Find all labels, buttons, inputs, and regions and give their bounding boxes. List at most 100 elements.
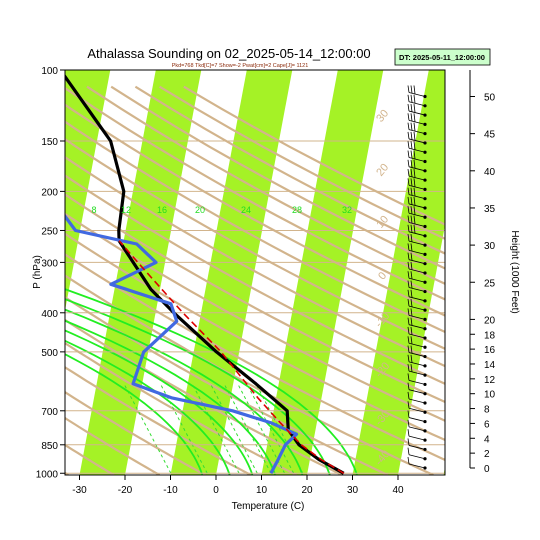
height-tick-label: 4 <box>484 434 490 445</box>
x-axis-ticks: -30 -20 -10 0 10 20 30 40 <box>72 475 404 496</box>
barb-feather <box>410 215 413 224</box>
barb-feather <box>410 187 413 196</box>
dry-adiabat-label: 20 <box>374 162 391 179</box>
barb-feather <box>407 224 410 232</box>
barb-feather <box>407 419 410 427</box>
chart-subtitle: Pkd=768 Tkd[C]=7 Show=-2 Pwat[cm]=2 Cape… <box>172 63 309 69</box>
barb-shaft <box>408 407 426 413</box>
barb-feather <box>410 206 413 214</box>
barb-feather <box>410 159 413 168</box>
parcel-path <box>118 240 345 474</box>
wind-barb <box>407 354 427 368</box>
wind-barb <box>407 141 427 154</box>
barb-feather <box>407 373 410 381</box>
barb-feather <box>407 308 410 316</box>
barb-feather <box>410 261 413 270</box>
dry-adiabats <box>65 85 445 475</box>
barb-feather <box>410 336 413 345</box>
barb-feather <box>407 178 410 186</box>
barb-feather <box>410 271 413 280</box>
barb-feather <box>407 410 410 418</box>
wind-barb <box>407 261 427 275</box>
barb-feather <box>407 456 410 465</box>
dry-adiabat-label: 10 <box>374 214 391 231</box>
wind-barb <box>407 243 427 256</box>
dry-adiabat <box>65 274 434 475</box>
barb-feather <box>410 354 413 363</box>
y-tick-label: 100 <box>41 66 58 77</box>
height-tick-label: 50 <box>484 93 496 104</box>
moist-adiabat <box>65 288 358 475</box>
dry-adiabat <box>65 174 445 385</box>
barb-feather <box>407 271 410 279</box>
barb-feather <box>410 280 413 289</box>
barb-feather <box>413 159 416 169</box>
barb-shaft <box>408 445 426 450</box>
mixing-ratio-line <box>223 383 272 474</box>
barb-feather <box>407 364 410 372</box>
barb-feather <box>410 94 413 103</box>
barb-feather <box>407 113 410 121</box>
datetime-box: DT: 2025-05-11_12:00:00 <box>394 48 491 66</box>
barb-feather <box>410 196 413 205</box>
height-tick-label: 16 <box>484 345 496 356</box>
wind-barb <box>407 196 427 210</box>
datetime-label: DT: 2025-05-11_12:00:00 <box>399 53 485 62</box>
height-tick-label: 12 <box>484 375 496 386</box>
barb-feather <box>407 401 410 409</box>
mixing-ratio-label: 16 <box>157 205 167 215</box>
height-tick-label: 45 <box>484 130 496 141</box>
barb-feather <box>410 178 413 187</box>
height-tick-label: 8 <box>484 405 490 416</box>
y-axis-label: P (hPa) <box>32 255 43 289</box>
wind-barb <box>407 382 427 396</box>
barb-feather <box>413 94 416 104</box>
barb-feather <box>413 169 416 178</box>
barb-feather <box>407 94 410 102</box>
x-tick-label: 10 <box>256 485 268 496</box>
dry-adiabat <box>65 120 445 334</box>
dry-adiabat <box>65 137 445 350</box>
mixing-ratio-line <box>209 383 258 474</box>
wind-barb <box>407 289 427 303</box>
dry-adiabat <box>65 103 445 317</box>
height-tick-label: 40 <box>484 167 496 178</box>
y-tick-label: 1000 <box>36 469 59 480</box>
y-tick-label: 500 <box>41 348 58 359</box>
barb-feather <box>407 261 410 270</box>
mixing-ratio-label: 8 <box>91 205 96 215</box>
barb-feather <box>410 308 413 317</box>
barb-feather <box>410 122 413 131</box>
wind-barb <box>407 187 427 201</box>
barb-feather <box>407 206 410 214</box>
wind-barb <box>407 317 427 331</box>
wind-barb <box>407 373 427 387</box>
barb-feather <box>410 113 413 122</box>
wind-barb <box>407 150 427 164</box>
wind-barb <box>407 215 427 229</box>
dry-adiabat <box>134 85 445 255</box>
barb-feather <box>407 141 410 149</box>
barb-feather <box>407 169 410 177</box>
wind-barb <box>407 206 427 219</box>
dry-adiabat-label: 30 <box>374 108 391 125</box>
x-tick-label: 20 <box>301 485 313 496</box>
height-tick-label: 10 <box>484 390 496 401</box>
barb-feather <box>407 131 410 139</box>
barb-feather <box>410 364 413 372</box>
barb-feather <box>407 447 410 455</box>
wind-barb <box>407 364 427 377</box>
y-tick-label: 400 <box>41 309 58 320</box>
barb-feather <box>407 391 410 400</box>
height-tick-label: 35 <box>484 204 496 215</box>
barb-feather <box>407 187 410 195</box>
barb-shaft <box>408 417 426 422</box>
wind-barb <box>407 113 427 126</box>
barb-feather <box>407 234 410 242</box>
dry-adiabat <box>110 85 445 270</box>
dry-adiabat <box>65 253 445 462</box>
wind-barb <box>407 308 427 321</box>
barb-feather <box>407 280 410 288</box>
wind-barb <box>407 438 427 452</box>
barb-shaft <box>408 426 426 432</box>
